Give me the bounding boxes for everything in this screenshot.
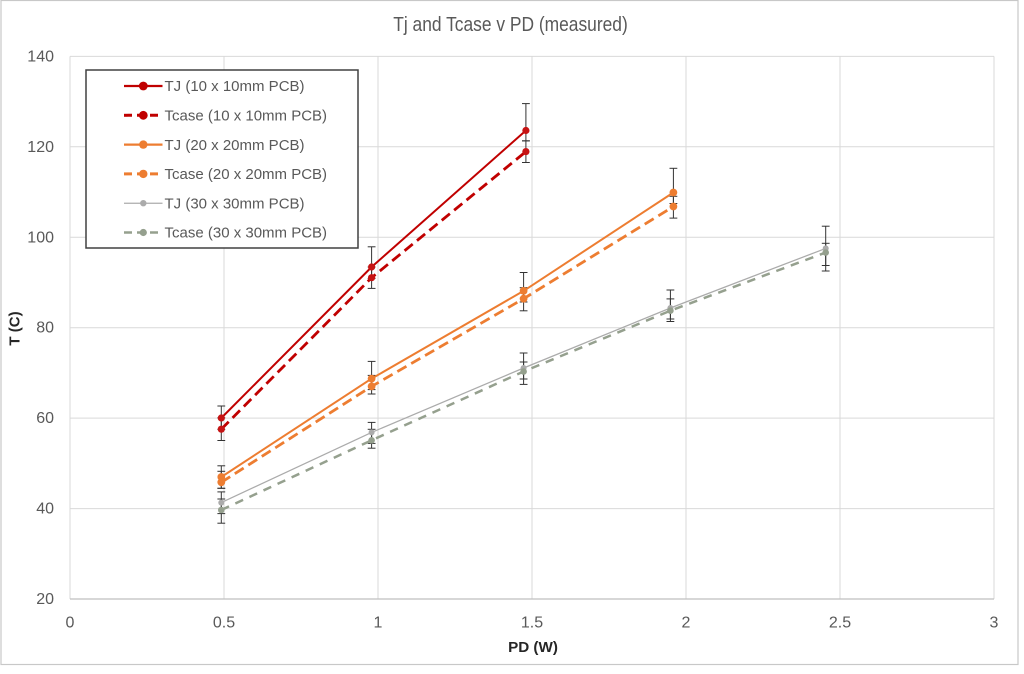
svg-text:3: 3	[990, 615, 999, 632]
svg-text:80: 80	[36, 320, 54, 337]
svg-text:2: 2	[682, 615, 691, 632]
svg-text:Tcase (30 x 30mm PCB): Tcase (30 x 30mm PCB)	[165, 225, 328, 242]
svg-text:1.5: 1.5	[521, 615, 543, 632]
svg-text:PD (W): PD (W)	[508, 639, 558, 656]
svg-text:TJ (30 x 30mm PCB): TJ (30 x 30mm PCB)	[165, 195, 305, 212]
svg-text:T (C): T (C)	[7, 311, 24, 345]
svg-text:0: 0	[66, 615, 75, 632]
svg-text:60: 60	[36, 410, 54, 427]
svg-text:Tcase (10 x 10mm PCB): Tcase (10 x 10mm PCB)	[165, 108, 328, 125]
svg-text:20: 20	[36, 591, 54, 608]
svg-text:2.5: 2.5	[829, 615, 851, 632]
svg-text:TJ (10 x 10mm PCB): TJ (10 x 10mm PCB)	[165, 78, 305, 95]
svg-text:40: 40	[36, 501, 54, 518]
svg-text:0.5: 0.5	[213, 615, 235, 632]
svg-text:Tj and Tcase v PD (measured): Tj and Tcase v PD (measured)	[393, 13, 628, 35]
svg-text:140: 140	[27, 48, 54, 65]
svg-text:120: 120	[27, 139, 54, 156]
svg-text:TJ (20 x 20mm PCB): TJ (20 x 20mm PCB)	[165, 137, 305, 154]
svg-text:1: 1	[374, 615, 383, 632]
svg-text:100: 100	[27, 229, 54, 246]
svg-text:Tcase (20 x 20mm PCB): Tcase (20 x 20mm PCB)	[165, 166, 328, 183]
